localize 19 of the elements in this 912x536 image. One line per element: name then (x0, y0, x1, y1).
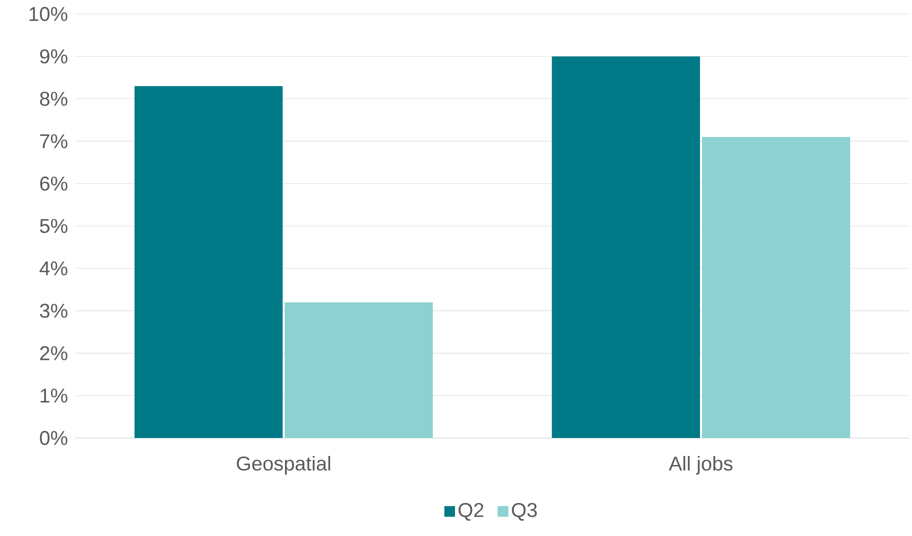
y-tick-label: 4% (40, 261, 68, 276)
y-tick-label: 0% (40, 430, 68, 446)
legend-label: Q3 (512, 502, 537, 521)
y-tick-label: 6% (40, 176, 68, 191)
y-tick-label: 7% (40, 134, 68, 148)
bar (134, 86, 283, 438)
y-tick-label: 8% (40, 92, 68, 106)
y-tick-label: 1% (40, 388, 68, 403)
bar (552, 56, 700, 438)
y-tick-label: 3% (40, 304, 68, 318)
bar (702, 136, 850, 438)
y-tick-label: 10% (30, 6, 68, 22)
y-tick-label: 9% (40, 49, 68, 64)
y-tick-label: 2% (40, 346, 68, 360)
legend-label: Q2 (458, 502, 484, 521)
y-tick-label: 5% (40, 218, 68, 234)
x-tick-label: All jobs (668, 456, 732, 475)
bar (284, 302, 433, 438)
x-tick-label: Geospatial (236, 456, 330, 475)
